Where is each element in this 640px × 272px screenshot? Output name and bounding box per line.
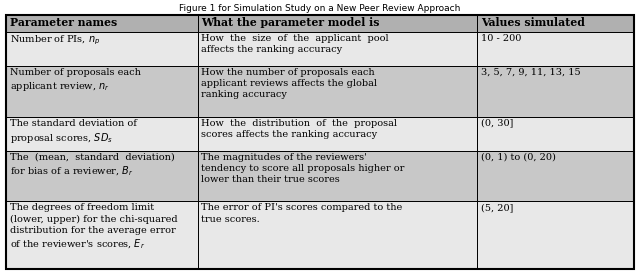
Text: (0, 1) to (0, 20): (0, 1) to (0, 20)	[481, 153, 556, 162]
Text: Number of proposals each
applicant review, $\mathit{n_r}$: Number of proposals each applicant revie…	[10, 68, 141, 92]
Text: 3, 5, 7, 9, 11, 13, 15: 3, 5, 7, 9, 11, 13, 15	[481, 68, 580, 77]
Bar	[6, 66, 198, 117]
Bar	[477, 15, 634, 32]
Text: (5, 20]: (5, 20]	[481, 203, 513, 212]
Text: The  (mean,  standard  deviation)
for bias of a reviewer, $\mathit{B_r}$: The (mean, standard deviation) for bias …	[10, 153, 175, 178]
Bar	[6, 117, 198, 151]
Text: How  the  size  of  the  applicant  pool
affects the ranking accuracy: How the size of the applicant pool affec…	[202, 34, 389, 54]
Bar	[198, 66, 477, 117]
Bar	[477, 66, 634, 117]
Bar	[6, 15, 198, 32]
Bar	[6, 151, 198, 202]
Text: Parameter names: Parameter names	[10, 17, 117, 28]
Bar	[198, 117, 477, 151]
Text: How  the  distribution  of  the  proposal
scores affects the ranking accuracy: How the distribution of the proposal sco…	[202, 119, 397, 139]
Text: Values simulated: Values simulated	[481, 17, 584, 28]
Bar	[6, 32, 198, 66]
Text: The magnitudes of the reviewers'
tendency to score all proposals higher or
lower: The magnitudes of the reviewers' tendenc…	[202, 153, 405, 184]
Bar	[198, 15, 477, 32]
Bar	[198, 151, 477, 202]
Text: How the number of proposals each
applicant reviews affects the global
ranking ac: How the number of proposals each applica…	[202, 68, 378, 99]
Text: Number of PIs, $\mathit{n_p}$: Number of PIs, $\mathit{n_p}$	[10, 34, 100, 47]
Bar	[477, 117, 634, 151]
Text: 10 - 200: 10 - 200	[481, 34, 521, 43]
Bar	[6, 202, 198, 269]
Text: The error of PI's scores compared to the
true scores.: The error of PI's scores compared to the…	[202, 203, 403, 224]
Bar	[198, 202, 477, 269]
Text: (0, 30]: (0, 30]	[481, 119, 513, 128]
Bar	[477, 151, 634, 202]
Text: What the parameter model is: What the parameter model is	[202, 17, 380, 28]
Text: The degrees of freedom limit
(lower, upper) for the chi-squared
distribution for: The degrees of freedom limit (lower, upp…	[10, 203, 178, 251]
Bar	[198, 32, 477, 66]
Bar	[477, 202, 634, 269]
Text: Figure 1 for Simulation Study on a New Peer Review Approach: Figure 1 for Simulation Study on a New P…	[179, 4, 461, 13]
Bar	[477, 32, 634, 66]
Text: The standard deviation of
proposal scores, $\mathit{SD_s}$: The standard deviation of proposal score…	[10, 119, 137, 145]
